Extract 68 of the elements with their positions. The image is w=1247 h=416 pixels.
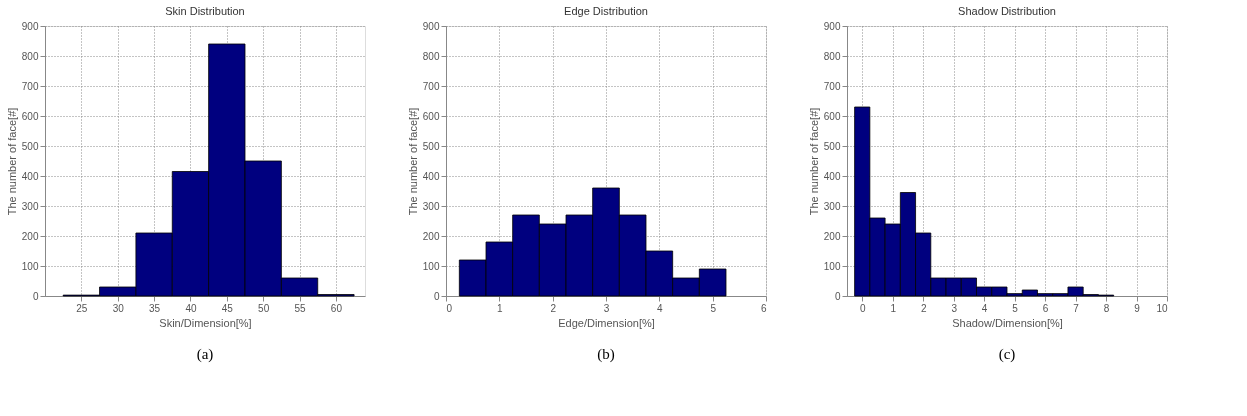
y-tick-label: 0 [834, 290, 841, 302]
x-tick-label: 3 [951, 302, 958, 314]
text: (a) [196, 346, 214, 363]
y-tick-label: 900 [823, 20, 841, 32]
x-tick-label: 1 [890, 302, 897, 314]
y-tick-label: 100 [823, 260, 841, 272]
x-tick-label: 40 [185, 302, 197, 314]
x-tick-label: 6 [1042, 302, 1049, 314]
x-tick-label: 3 [603, 302, 610, 314]
x-tick-label: 4 [981, 302, 988, 314]
y-tick-label: 900 [422, 20, 440, 32]
y-tick-label: 400 [21, 170, 39, 182]
y-tick-label: 300 [422, 200, 440, 212]
y-tick-label: 500 [823, 140, 841, 152]
x-tick-label: 9 [1134, 302, 1141, 314]
x-axis-title: Skin/Dimension[%] [159, 316, 252, 329]
x-tick-label: 5 [710, 302, 717, 314]
y-tick-label: 800 [21, 50, 39, 62]
x-tick-label: 35 [149, 302, 161, 314]
x-tick-label: 2 [550, 302, 557, 314]
chart-title: Shadow Distribution [958, 5, 1056, 17]
y-tick-label: 400 [823, 170, 841, 182]
y-tick-label: 900 [21, 20, 39, 32]
x-tick-label: 30 [112, 302, 125, 314]
x-axis-title: Shadow/Dimension[%] [952, 316, 1063, 329]
y-tick-label: 800 [823, 50, 841, 62]
x-tick-label: 1 [497, 302, 504, 314]
y-tick-label: 0 [433, 290, 440, 302]
x-tick-label: 7 [1073, 302, 1080, 314]
y-tick-label: 700 [21, 80, 39, 92]
x-tick-label: 4 [657, 302, 664, 314]
y-tick-label: 100 [422, 260, 440, 272]
x-tick-label: 0 [859, 302, 866, 314]
y-tick-label: 800 [422, 50, 440, 62]
chart-title: Edge Distribution [564, 5, 648, 17]
x-tick-label: 55 [294, 302, 307, 314]
y-tick-label: 700 [422, 80, 440, 92]
y-tick-label: 300 [21, 200, 39, 212]
y-tick-label: 700 [823, 80, 841, 92]
x-tick-label: 2 [920, 302, 927, 314]
x-tick-label: 60 [330, 302, 343, 314]
text: (c) [998, 346, 1016, 363]
y-tick-label: 200 [21, 230, 39, 242]
y-tick-label: 0 [32, 290, 39, 302]
x-tick-label: 6 [760, 302, 767, 314]
text: (b) [597, 346, 615, 363]
x-tick-label: 0 [446, 302, 453, 314]
y-tick-label: 500 [422, 140, 440, 152]
y-tick-label: 300 [823, 200, 841, 212]
x-tick-label: 50 [258, 302, 270, 314]
x-tick-label: 10 [1156, 302, 1168, 314]
y-tick-label: 200 [422, 230, 440, 242]
y-tick-label: 500 [21, 140, 39, 152]
y-axis-title: The number of face[#] [406, 107, 419, 216]
y-tick-label: 200 [823, 230, 841, 242]
x-tick-label: 25 [76, 302, 88, 314]
x-axis-title: Edge/Dimension[%] [558, 316, 655, 329]
x-tick-label: 8 [1103, 302, 1110, 314]
y-tick-label: 600 [21, 110, 39, 122]
y-axis-title: The number of face[#] [807, 107, 820, 216]
x-tick-label: 5 [1012, 302, 1019, 314]
y-tick-label: 100 [21, 260, 39, 272]
x-tick-label: 45 [221, 302, 234, 314]
chart-title: Skin Distribution [165, 5, 245, 17]
y-tick-label: 600 [823, 110, 841, 122]
y-tick-label: 600 [422, 110, 440, 122]
y-tick-label: 400 [422, 170, 440, 182]
y-axis-title: The number of face[#] [5, 107, 18, 216]
